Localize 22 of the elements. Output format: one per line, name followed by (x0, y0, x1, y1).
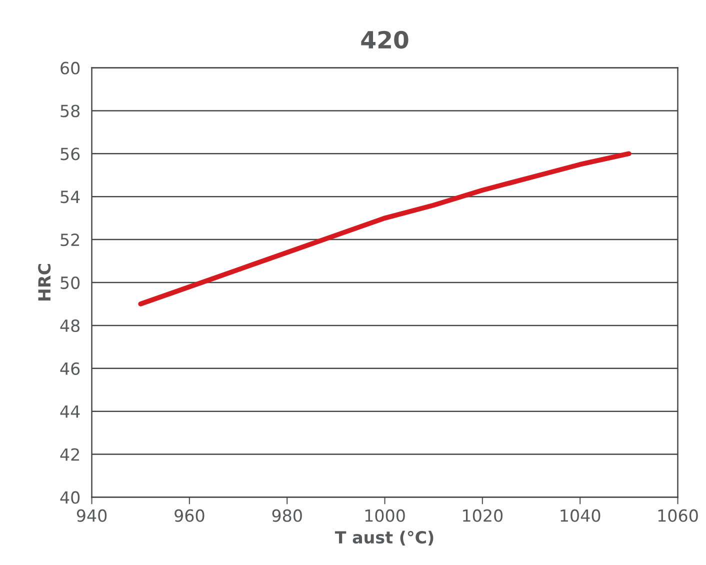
y-tick-label: 40 (60, 491, 80, 504)
x-tick-label: 1060 (658, 509, 698, 522)
y-tick-label: 50 (60, 276, 80, 290)
x-tick-label: 1020 (463, 509, 503, 522)
y-axis-title: HRC (38, 264, 51, 300)
y-tick-label: 56 (60, 148, 80, 160)
y-tick-label: 42 (60, 448, 79, 461)
y-tick-label: 54 (60, 190, 80, 204)
line-series (138, 151, 632, 306)
y-tick-label: 58 (60, 104, 80, 118)
x-tick-label: 980 (272, 509, 302, 522)
y-tick-label: 60 (60, 62, 80, 74)
x-tick-label: 960 (174, 509, 204, 522)
x-axis-title: T aust (°C) (334, 530, 434, 546)
chart-title: 420 (361, 30, 408, 49)
y-tick-label: 52 (60, 234, 79, 246)
y-tick-label: 46 (60, 362, 80, 375)
y-tick-label: 44 (60, 406, 80, 418)
y-tick-label: 48 (60, 319, 80, 332)
x-tick-label: 1040 (560, 509, 600, 522)
x-tick-label: 1000 (365, 509, 405, 522)
x-tick-label: 940 (76, 509, 107, 522)
